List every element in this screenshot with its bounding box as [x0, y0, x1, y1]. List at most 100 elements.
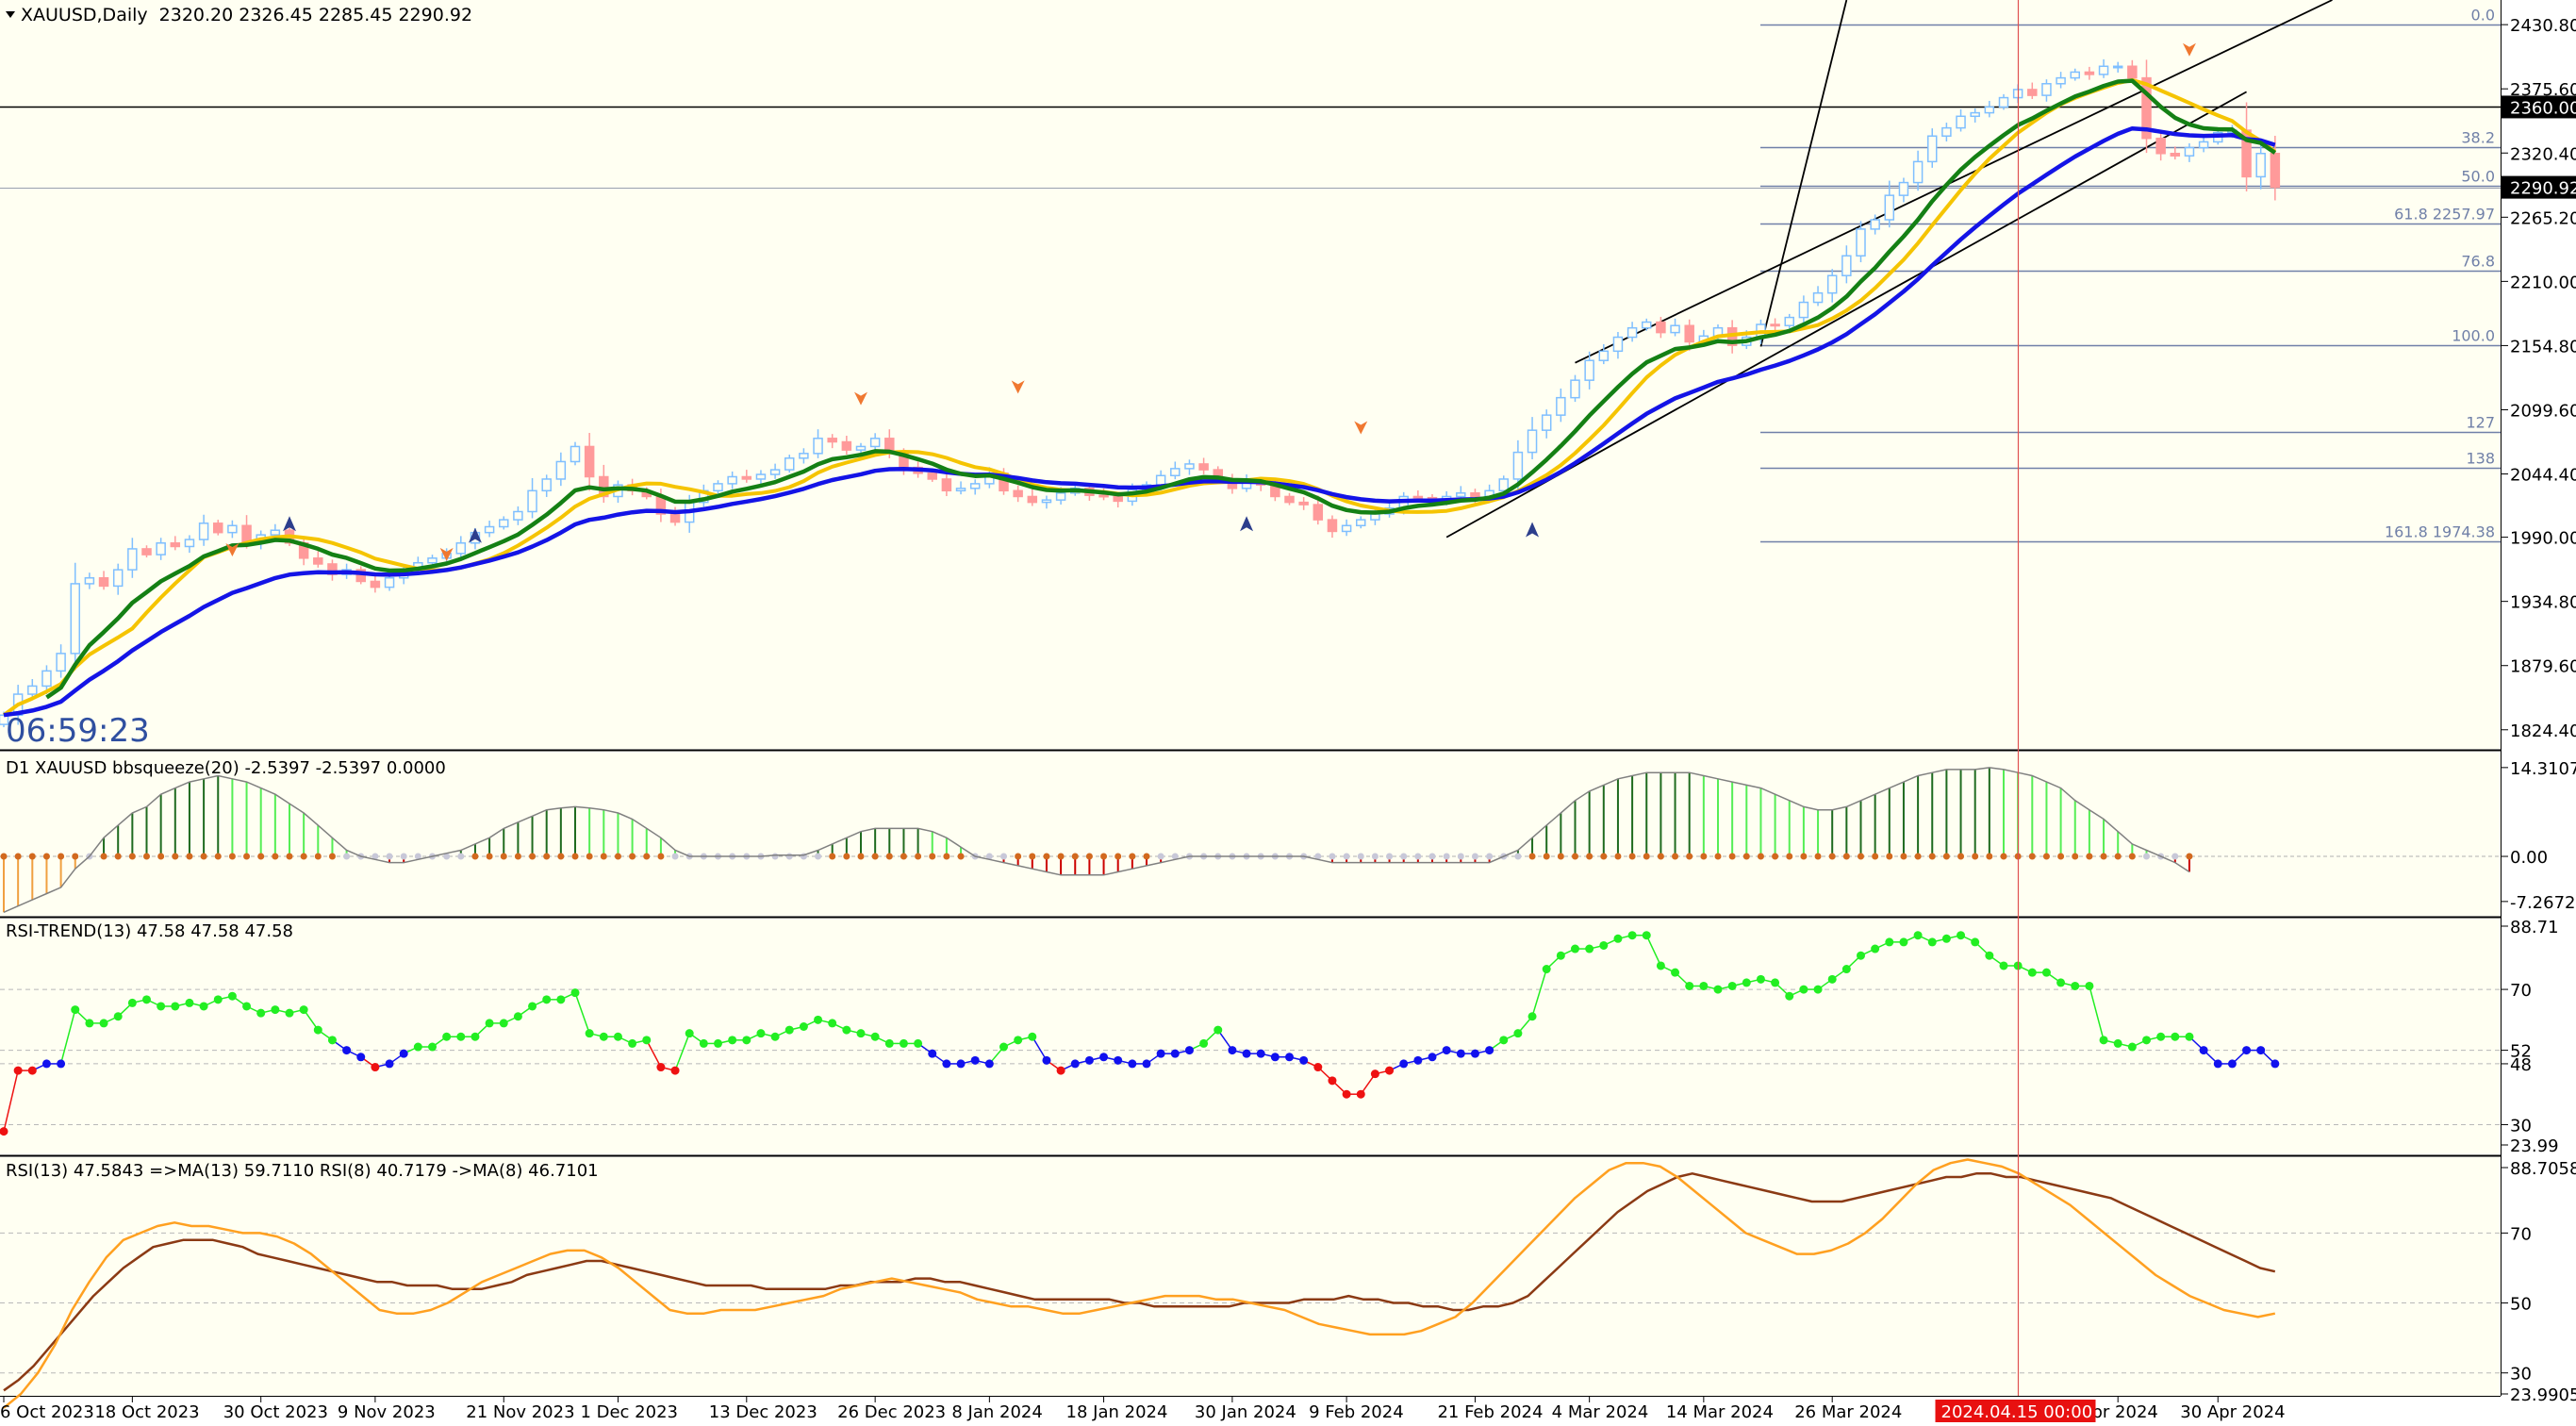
rsi-trend-dot: [0, 1127, 8, 1136]
bbsqueeze-dot: [58, 853, 65, 860]
rsi-trend-dot: [1042, 1055, 1051, 1065]
countdown-timer: 06:59:23: [6, 712, 150, 750]
bbsqueeze-dot: [1900, 853, 1907, 860]
candle-body: [355, 569, 366, 583]
rsi-trend-dot: [1885, 937, 1894, 947]
price-axis-label: 2375.60: [2510, 80, 2576, 100]
bbsqueeze-dot: [571, 853, 579, 860]
candle-body: [1927, 135, 1938, 163]
price-axis-label: 1934.80: [2510, 593, 2576, 613]
candle-body: [799, 453, 809, 459]
rsi-trend-dot: [1114, 1055, 1123, 1065]
bbsqueeze-dot: [2186, 853, 2193, 860]
rsi-trend-dot: [2199, 1046, 2208, 1055]
rsi-trend-dot: [1785, 991, 1794, 1001]
candle-body: [1412, 495, 1424, 499]
rsi-trend-dot: [714, 1038, 722, 1048]
bbsqueeze-dot: [214, 853, 222, 860]
rsi-trend-segment: [59, 1009, 76, 1065]
rsi-trend-dot: [27, 1066, 37, 1075]
rsi-trend-dot: [1199, 1038, 1209, 1048]
bbsqueeze-dot: [386, 853, 393, 860]
bbsqueeze-dot: [228, 853, 236, 860]
bbsqueeze-dot: [586, 853, 593, 860]
bbsqueeze-dot: [457, 853, 465, 860]
rsi-trend-dot: [1370, 1070, 1379, 1079]
rsi-trend-dot: [685, 1029, 694, 1038]
rsi-trend-dot: [1857, 951, 1865, 960]
bbsqueeze-panel[interactable]: [0, 767, 2501, 913]
candle-body: [1642, 321, 1652, 329]
time-axis-label: 21 Nov 2023: [466, 1402, 574, 1422]
bbsqueeze-dot: [1386, 853, 1394, 860]
rsi-trend-dot: [742, 1036, 751, 1045]
rsi-trend-dot: [1242, 1049, 1251, 1058]
rsi-trend-dot: [1313, 1063, 1323, 1072]
bbsqueeze-dot: [300, 853, 307, 860]
rsi-trend-dot: [41, 1059, 51, 1069]
candle-body: [755, 473, 767, 480]
rsi-panel[interactable]: [0, 1158, 2501, 1409]
candle-body: [1841, 255, 1852, 276]
bbsqueeze-dot: [1129, 853, 1136, 860]
bbsqueeze-dot: [1371, 853, 1379, 860]
bbsqueeze-dot: [2114, 853, 2122, 860]
bbsqueeze-dot: [1115, 853, 1122, 860]
price-axis-label: 2044.40: [2510, 466, 2576, 486]
candle-body: [1113, 495, 1123, 503]
candle-body: [741, 475, 752, 480]
rsi-trend-dot: [1913, 931, 1923, 940]
crosshair-time-label: 2024.04.15 00:00: [1941, 1402, 2093, 1422]
bbsqueeze-dot: [929, 853, 936, 860]
rsi-trend-dot: [2041, 968, 2051, 977]
candle-body: [227, 524, 238, 534]
rsi-trend-dot: [1713, 985, 1723, 994]
candle-body: [1098, 494, 1109, 498]
symbol-dropdown-icon[interactable]: [6, 11, 15, 18]
time-axis-label: 1 Dec 2023: [580, 1402, 678, 1422]
candle-body: [427, 557, 438, 564]
bbsqueeze-dot: [1085, 853, 1093, 860]
bbsqueeze-dot: [1314, 853, 1322, 860]
candle-body: [1956, 115, 1966, 129]
bbsqueeze-dot: [2057, 853, 2065, 860]
rsi-trend-panel[interactable]: [0, 931, 2501, 1136]
bbsqueeze-dot: [1414, 853, 1422, 860]
rsi13-ma-line: [3, 1172, 2276, 1392]
price-axis-label: 2320.40: [2510, 144, 2576, 164]
rsi-trend-dot: [2142, 1036, 2151, 1045]
rsi-trend-dot: [542, 995, 552, 1004]
candle-body: [1770, 323, 1780, 327]
candle-body: [570, 445, 581, 463]
price-axis-label: 2430.80: [2510, 16, 2576, 36]
time-axis-label: Apr 2024: [2080, 1402, 2158, 1422]
candle-body: [584, 445, 595, 478]
rsi-trend-dot: [1813, 985, 1823, 994]
candle-body: [170, 542, 181, 548]
rsi-trend-dot: [2185, 1032, 2194, 1041]
rsi-trend-dot: [57, 1059, 66, 1069]
rsi-trend-dot: [1184, 1046, 1194, 1055]
rsi-trend-dot: [113, 1012, 123, 1021]
rsi-trend-dot: [585, 1029, 594, 1038]
candle-body: [2112, 65, 2123, 69]
bbsqueeze-dot: [243, 853, 251, 860]
candle-body: [1041, 499, 1052, 504]
buy-arrow-icon: [1240, 516, 1254, 532]
rsi-trend-dot: [142, 995, 151, 1004]
rsi-trend-dot: [1228, 1046, 1237, 1055]
rsi-trend-dot: [1871, 944, 1880, 953]
bbsqueeze-dot: [42, 853, 50, 860]
bbsqueeze-dot: [1171, 853, 1179, 860]
candle-body: [513, 510, 523, 521]
bbsqueeze-axis-label: 0.00: [2510, 848, 2548, 868]
ma-fast-green-line: [45, 78, 2277, 700]
bbsqueeze-dot: [1700, 853, 1708, 860]
candle-body: [1612, 336, 1624, 353]
bbsqueeze-dot: [1100, 853, 1108, 860]
candle-body: [1284, 495, 1295, 504]
rsi-trend-dot: [471, 1032, 480, 1041]
bbsqueeze-dot: [1057, 853, 1065, 860]
ma-yellow-line: [2, 77, 2277, 717]
